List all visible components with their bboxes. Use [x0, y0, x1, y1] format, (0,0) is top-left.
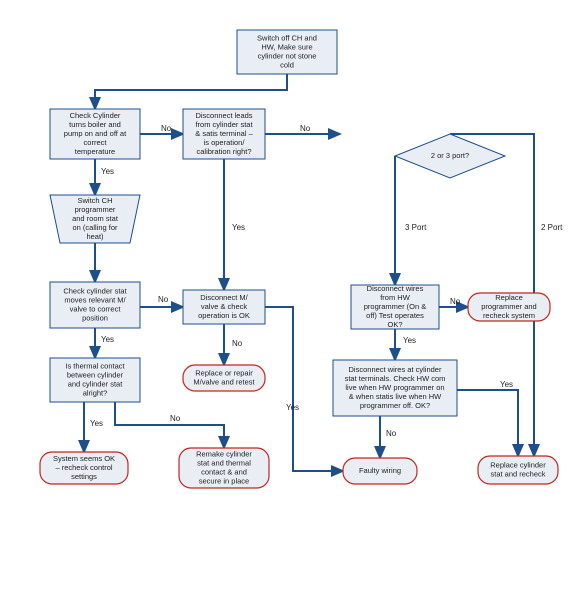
node-discMV: Disconnect M/valve & checkoperation is O…: [183, 290, 265, 324]
edge-discHW-discCyl2: Yes: [395, 329, 416, 360]
node-checkStat: Check cylinder statmoves relevant M/valv…: [50, 282, 140, 328]
node-ports: 2 or 3 port?: [395, 134, 505, 178]
svg-text:Disconnect leadsfrom cylinder: Disconnect leadsfrom cylinder stat& sati…: [195, 111, 253, 156]
svg-text:No: No: [232, 339, 243, 348]
svg-text:No: No: [450, 297, 461, 306]
svg-text:Disconnect M/valve & checkoper: Disconnect M/valve & checkoperation is O…: [198, 293, 250, 320]
svg-text:No: No: [170, 414, 181, 423]
edge-checkCyl-switchCH: Yes: [95, 159, 114, 195]
svg-text:Remake cylinderstat and therma: Remake cylinderstat and thermalcontact &…: [196, 449, 252, 485]
node-discCyl2: Disconnect wires at cylinderstat termina…: [333, 360, 457, 416]
edge-ports-discHW: 3 Port: [395, 156, 427, 285]
svg-text:2 Port: 2 Port: [541, 223, 563, 232]
svg-text:Yes: Yes: [90, 419, 103, 428]
edge-checkStat-discMV: No: [140, 295, 183, 307]
nodes-layer: Switch off CH andHW, Make surecylinder n…: [40, 30, 558, 488]
edge-checkStat-thermal: Yes: [95, 328, 114, 358]
svg-text:No: No: [158, 295, 169, 304]
svg-text:Yes: Yes: [101, 335, 114, 344]
svg-text:Yes: Yes: [286, 403, 299, 412]
node-remake: Remake cylinderstat and thermalcontact &…: [179, 448, 269, 488]
edge-checkCyl-discLeads: No: [140, 124, 183, 134]
svg-text:No: No: [386, 429, 397, 438]
node-sysOK: System seems OK– recheck controlsettings: [40, 452, 128, 484]
svg-text:2 or 3 port?: 2 or 3 port?: [431, 151, 469, 160]
edge-discLeads-discMV: Yes: [224, 159, 245, 290]
edge-start-checkCyl: [95, 74, 287, 109]
edge-discHW-replProg: No: [439, 297, 468, 307]
node-replProg: Replaceprogrammer andrecheck system: [468, 293, 550, 321]
svg-text:Yes: Yes: [232, 223, 245, 232]
node-replCyl: Replace cylinderstat and recheck: [478, 456, 558, 484]
edge-discMV-replMV: No: [224, 324, 243, 365]
node-replMV: Replace or repairM/valve and retest: [183, 365, 265, 391]
edge-discLeads-ports: No: [265, 124, 340, 134]
svg-text:Yes: Yes: [403, 336, 416, 345]
node-thermal: Is thermal contactbetween cylinderand cy…: [50, 358, 140, 402]
node-checkCyl: Check Cylinderturns boiler andpump on an…: [50, 109, 140, 159]
svg-text:No: No: [161, 124, 172, 133]
svg-text:Faulty wiring: Faulty wiring: [359, 466, 401, 475]
svg-text:No: No: [300, 124, 311, 133]
edge-discCyl2-replCyl: Yes: [457, 380, 518, 456]
edge-discMV-faulty: Yes: [265, 307, 343, 471]
svg-text:3 Port: 3 Port: [405, 223, 427, 232]
node-discHW: Disconnect wiresfrom HWprogrammer (On &o…: [351, 284, 439, 329]
edge-thermal-sysOK: Yes: [84, 402, 103, 452]
flowchart-canvas: No No Yes No Yes 3 Port 2 Port No Yes Yes No Yes No N…: [0, 0, 575, 600]
node-switchCH: Switch CHprogrammerand room staton (call…: [50, 195, 140, 243]
svg-text:Yes: Yes: [500, 380, 513, 389]
svg-text:Replace or repairM/valve and r: Replace or repairM/valve and retest: [193, 368, 255, 386]
svg-text:Replace cylinderstat and reche: Replace cylinderstat and recheck: [490, 460, 546, 478]
node-start: Switch off CH andHW, Make surecylinder n…: [237, 30, 337, 74]
node-faulty: Faulty wiring: [343, 458, 417, 484]
edges-layer: No No Yes No Yes 3 Port 2 Port No Yes Yes No Yes No N…: [84, 74, 563, 471]
edge-discCyl2-faulty: No: [380, 416, 397, 458]
svg-text:Yes: Yes: [101, 167, 114, 176]
edge-thermal-remake: No: [115, 402, 224, 448]
node-discLeads: Disconnect leadsfrom cylinder stat& sati…: [183, 109, 265, 159]
